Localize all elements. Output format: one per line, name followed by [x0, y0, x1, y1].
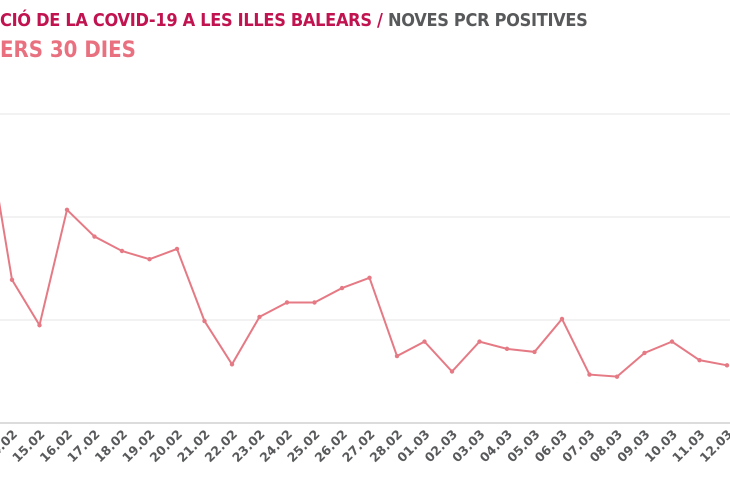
data-point — [119, 248, 125, 254]
data-point — [449, 369, 455, 374]
data-point — [312, 300, 317, 305]
data-point — [394, 353, 400, 359]
data-point — [477, 339, 482, 344]
title-main: CIÓ DE LA COVID-19 A LES ILLES BALEARS / — [0, 10, 388, 31]
data-point — [367, 275, 372, 280]
chart-title: CIÓ DE LA COVID-19 A LES ILLES BALEARS /… — [0, 10, 588, 31]
data-point — [587, 372, 592, 377]
data-point — [614, 374, 620, 379]
series-line — [0, 201, 728, 378]
data-point — [532, 349, 537, 355]
data-point — [37, 322, 42, 328]
data-point — [669, 339, 675, 344]
chart-subtitle: ERS 30 DIES — [0, 38, 136, 63]
data-point — [147, 257, 152, 262]
data-point — [697, 357, 702, 363]
data-point — [422, 339, 427, 344]
data-point — [504, 346, 510, 352]
data-point — [284, 300, 290, 305]
data-point — [339, 285, 345, 291]
data-point — [174, 246, 180, 252]
data-point — [724, 363, 730, 368]
title-secondary: NOVES PCR POSITIVES — [388, 10, 588, 31]
data-point — [642, 350, 647, 356]
data-point — [559, 316, 565, 322]
data-point — [92, 234, 97, 239]
data-point — [257, 314, 262, 320]
data-point — [9, 277, 15, 283]
data-point — [64, 207, 70, 212]
data-point — [202, 318, 207, 324]
data-point — [229, 362, 235, 367]
